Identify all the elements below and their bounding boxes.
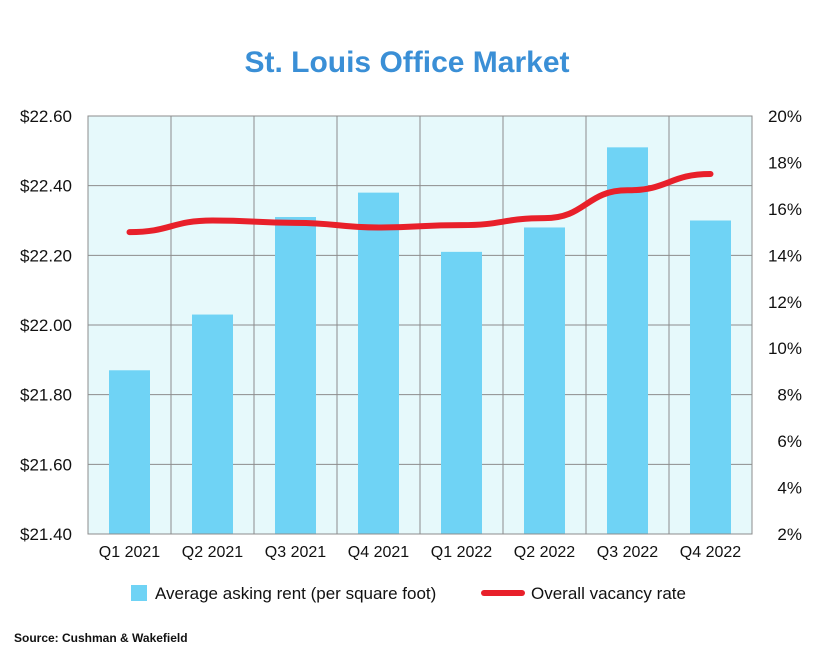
bar-q3-2022 <box>607 147 648 534</box>
left-tick-label: $22.40 <box>20 177 72 196</box>
bar-series <box>109 147 731 534</box>
x-tick-label: Q2 2021 <box>182 544 243 561</box>
legend-label-rent: Average asking rent (per square foot) <box>155 584 436 603</box>
right-tick-label: 10% <box>768 339 802 358</box>
right-tick-label: 20% <box>768 107 802 126</box>
chart-title: St. Louis Office Market <box>244 46 569 79</box>
right-tick-label: 8% <box>777 386 802 405</box>
x-tick-label: Q4 2021 <box>348 544 409 561</box>
plot-frame <box>87 115 753 535</box>
line-series <box>126 171 714 236</box>
x-tick-label: Q1 2021 <box>99 544 160 561</box>
bar-q2-2022 <box>524 227 565 534</box>
plot-border <box>87 115 753 535</box>
right-tick-label: 6% <box>777 432 802 451</box>
left-tick-label: $22.00 <box>20 316 72 335</box>
left-tick-label: $22.60 <box>20 107 72 126</box>
grid-lines <box>88 115 752 535</box>
right-tick-label: 2% <box>777 525 802 544</box>
left-y-axis: $22.60 $22.40 $22.20 $22.00 $21.80 $21.60 $21.… <box>20 107 72 544</box>
bar-q1-2021 <box>109 370 150 534</box>
x-axis: Q1 2021 Q2 2021 Q3 2021 Q4 2021 Q1 2022 Q2 20… <box>99 544 741 561</box>
legend: Average asking rent (per square foot) Ove… <box>131 584 686 603</box>
source-note: Source: Cushman & Wakefield <box>14 631 188 645</box>
bar-q3-2021 <box>275 217 316 534</box>
right-tick-label: 12% <box>768 293 802 312</box>
bar-q4-2022 <box>690 220 731 534</box>
left-tick-label: $21.60 <box>20 455 72 474</box>
x-tick-label: Q4 2022 <box>680 544 741 561</box>
bar-q1-2022 <box>441 251 482 534</box>
right-tick-label: 16% <box>768 200 802 219</box>
right-tick-label: 4% <box>777 479 802 498</box>
right-tick-label: 18% <box>768 153 802 172</box>
legend-swatch-rent <box>131 585 147 601</box>
x-tick-label: Q1 2022 <box>431 544 492 561</box>
right-y-axis: 20% 18% 16% 14% 12% 10% 8% 6% 4% 2% <box>768 107 802 544</box>
x-tick-label: Q2 2022 <box>514 544 575 561</box>
vacancy-rate-line <box>126 171 714 236</box>
right-tick-label: 14% <box>768 246 802 265</box>
left-tick-label: $22.20 <box>20 246 72 265</box>
legend-label-vacancy: Overall vacancy rate <box>531 584 686 603</box>
bar-q4-2021 <box>358 192 399 534</box>
x-tick-label: Q3 2021 <box>265 544 326 561</box>
x-tick-label: Q3 2022 <box>597 544 658 561</box>
bar-q2-2021 <box>192 314 233 534</box>
left-tick-label: $21.80 <box>20 386 72 405</box>
left-tick-label: $21.40 <box>20 525 72 544</box>
